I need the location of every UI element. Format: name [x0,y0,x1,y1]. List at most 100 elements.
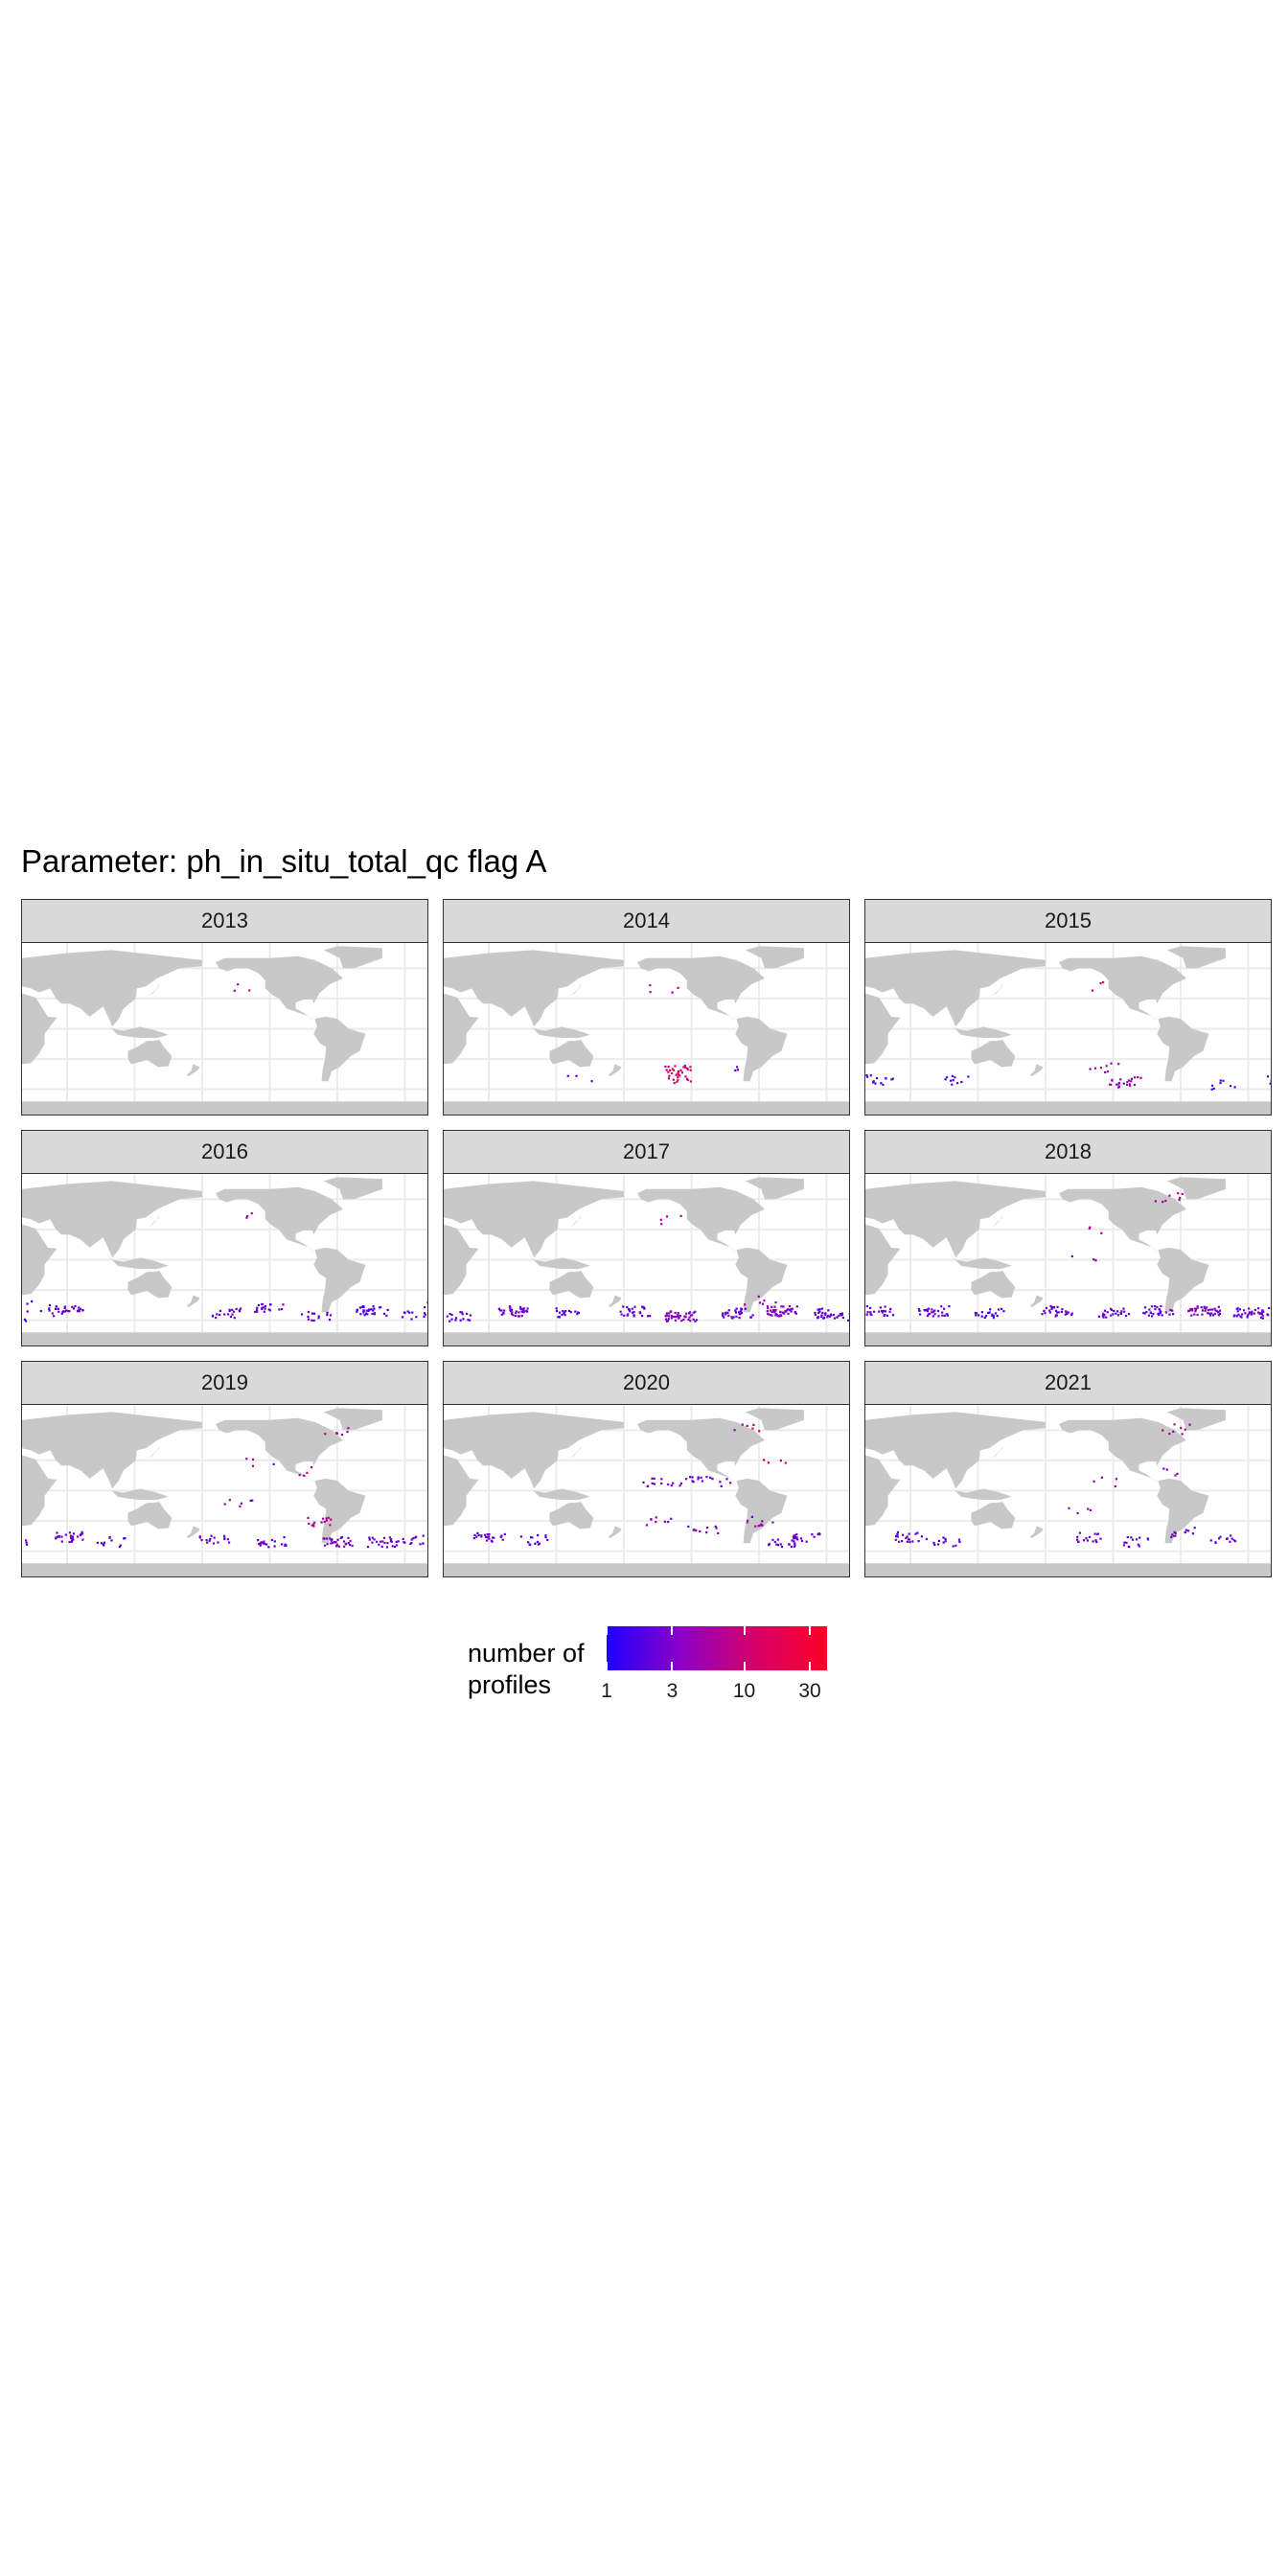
profile-cell [1217,1305,1220,1308]
profile-cell [223,1503,226,1506]
land-polygon [106,1485,169,1500]
profile-cell [733,1429,736,1432]
profile-cell [902,1533,905,1536]
profile-cell [793,1534,795,1537]
profile-cell [217,1541,219,1544]
profile-cell [914,1532,917,1535]
profile-cell [419,1543,422,1546]
profile-cell [688,1311,691,1314]
profile-cell [251,1499,254,1502]
profile-cell [426,1301,427,1304]
land-polygon [637,955,765,1022]
profile-cell [326,1311,329,1314]
profile-cell [734,1309,737,1312]
profile-cell [821,1311,824,1314]
profile-cell [356,1308,358,1311]
profile-cell [371,1312,374,1316]
profile-cell [1169,1308,1172,1312]
profile-cell [227,1313,230,1316]
profile-cell [245,1458,248,1460]
profile-cell [60,1540,63,1543]
profile-cell [788,1305,791,1308]
profile-cell [323,1520,326,1524]
land-polygon [1059,1186,1186,1253]
profile-cell [941,1311,944,1314]
land-polygon [313,1478,366,1544]
profile-cell [671,1068,674,1070]
profile-cell [873,1310,876,1313]
facet-panel-2013: 2013 [21,899,428,1116]
profile-cell [779,1543,782,1546]
profile-cell [459,1311,462,1314]
profile-cell [325,1517,328,1520]
profile-cell [245,1216,248,1219]
profile-cell [68,1310,71,1313]
profile-cell [322,1517,325,1520]
profile-cell [1151,1315,1154,1318]
land-polygon [735,1247,788,1313]
profile-cell [1000,1307,1003,1310]
profile-cell [1110,1308,1114,1312]
profile-cell [1235,1307,1238,1310]
profile-cell [270,1538,273,1542]
profile-cell [1261,1314,1264,1317]
land-polygon [950,1254,1012,1269]
profile-cell [763,1459,766,1461]
profile-cell [1156,1305,1159,1308]
map-svg [444,1174,849,1346]
profile-cell [566,1074,569,1077]
profile-cell [911,1540,914,1543]
profile-cell [686,1067,689,1070]
profile-cell [265,1543,268,1546]
land-polygon [22,1455,58,1527]
profile-cell [1045,1306,1048,1310]
profile-cell [917,1308,920,1311]
profile-cell [925,1309,928,1312]
land-polygon [22,1412,202,1489]
profile-cell [727,1309,730,1312]
profile-cell [1104,1070,1107,1074]
profile-cell [1253,1312,1255,1315]
profile-cell [719,1481,722,1484]
profile-cell [623,1314,626,1317]
profile-cell [1119,1078,1122,1081]
profile-cell [823,1316,826,1319]
profile-cell [620,1313,623,1316]
profile-cell [329,1524,332,1527]
profile-cell [668,1074,671,1077]
profile-cell [790,1545,793,1549]
profile-cell [1174,1474,1177,1477]
profile-cell [679,1214,682,1217]
profile-cell [461,1313,464,1316]
profile-cell [874,1082,877,1085]
profile-cell [518,1311,520,1314]
profile-cell [562,1310,564,1313]
profile-cell [649,1315,652,1318]
profile-cell [674,1319,677,1322]
profile-cell [1094,1539,1097,1542]
profile-cell [926,1315,930,1318]
profile-cell [366,1313,369,1316]
profile-cell [308,1522,310,1525]
profile-cell [1243,1309,1246,1312]
profile-cell [402,1537,404,1541]
profile-cell [772,1309,775,1312]
profile-cell [209,1537,212,1541]
profile-cell [820,1315,823,1318]
profile-cell [256,1310,259,1313]
profile-cell [734,1069,737,1072]
profile-cell [527,1541,530,1544]
profile-cell [673,1082,676,1085]
profile-cell [1218,1537,1221,1540]
profile-cell [31,1300,34,1303]
profile-cell [260,1541,264,1544]
profile-cell [757,1295,760,1298]
profile-cell [778,1315,781,1318]
profile-cell [1173,1530,1176,1533]
profile-cell [816,1532,819,1536]
profile-cell [629,1310,632,1313]
profile-cell [954,1076,956,1079]
profile-cell [55,1307,58,1310]
profile-cell [1250,1313,1254,1316]
profile-cell [569,1311,572,1314]
